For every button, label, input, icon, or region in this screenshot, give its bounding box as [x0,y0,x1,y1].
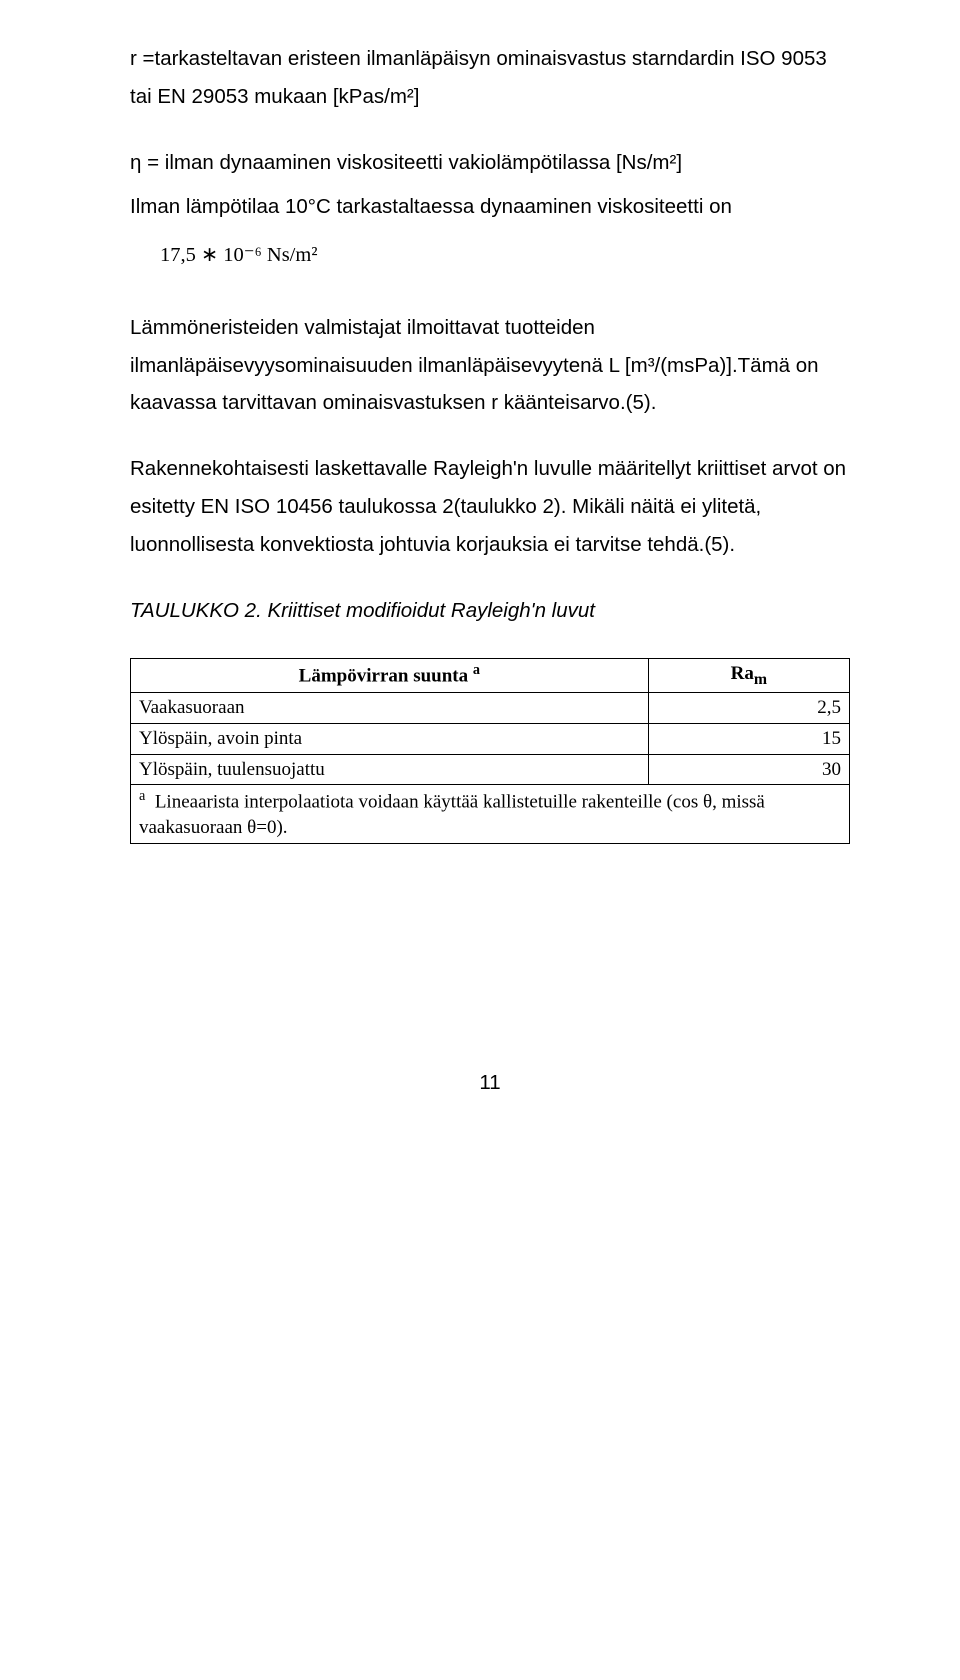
table-header-row: Lämpövirran suunta a Ram [131,659,850,693]
cell-value: 2,5 [648,693,849,724]
table-caption: TAULUKKO 2. Kriittiset modifioidut Rayle… [130,592,850,630]
cell-label: Vaakasuoraan [131,693,649,724]
paragraph-2: Lämmöneristeiden valmistajat ilmoittavat… [130,309,850,423]
table-row: Ylöspäin, avoin pinta 15 [131,723,850,754]
table-row: Ylöspäin, tuulensuojattu 30 [131,754,850,785]
table: Lämpövirran suunta a Ram Vaakasuoraan 2,… [130,658,850,844]
header-left-sup: a [473,662,480,678]
caption-text: TAULUKKO 2. Kriittiset modifioidut Rayle… [130,599,595,622]
text: tai EN 29053 mukaan [kPas/m²] [130,85,419,108]
cell-label: Ylöspäin, avoin pinta [131,723,649,754]
header-right-text: Ra [731,663,754,684]
header-left: Lämpövirran suunta a [131,659,649,693]
paragraph-3: Rakennekohtaisesti laskettavalle Rayleig… [130,450,850,564]
text: ƞ = ilman dynaaminen viskositeetti vakio… [130,151,682,174]
table-row: Vaakasuoraan 2,5 [131,693,850,724]
text: Lämmöneristeiden valmistajat ilmoittavat… [130,316,819,415]
footnote-text: Lineaarista interpolaatiota voidaan käyt… [139,791,765,838]
definition-r: r =tarkasteltavan eristeen ilmanläpäisyn… [130,40,850,116]
footnote-cell: a Lineaarista interpolaatiota voidaan kä… [131,785,850,844]
text: r =tarkasteltavan eristeen ilmanläpäisyn… [130,47,827,70]
cell-value: 15 [648,723,849,754]
header-right: Ram [648,659,849,693]
rayleigh-table: Lämpövirran suunta a Ram Vaakasuoraan 2,… [130,658,850,844]
text: Ilman lämpötilaa 10°C tarkastaltaessa dy… [130,195,732,218]
table-footnote-row: a Lineaarista interpolaatiota voidaan kä… [131,785,850,844]
header-left-text: Lämpövirran suunta [299,665,468,686]
text: Rakennekohtaisesti laskettavalle Rayleig… [130,457,846,556]
page-number: 11 [130,1064,850,1102]
cell-value: 30 [648,754,849,785]
definition-eta: ƞ = ilman dynaaminen viskositeetti vakio… [130,144,850,182]
formula-text: 17,5 ∗ 10⁻⁶ Ns/m² [160,244,317,266]
header-right-sub: m [754,671,767,688]
body-text: r =tarkasteltavan eristeen ilmanläpäisyn… [130,40,850,844]
viscosity-formula: 17,5 ∗ 10⁻⁶ Ns/m² [160,236,850,275]
cell-label: Ylöspäin, tuulensuojattu [131,754,649,785]
page-number-text: 11 [479,1071,500,1094]
footnote-sup: a [139,788,145,804]
viscosity-intro: Ilman lämpötilaa 10°C tarkastaltaessa dy… [130,188,850,226]
